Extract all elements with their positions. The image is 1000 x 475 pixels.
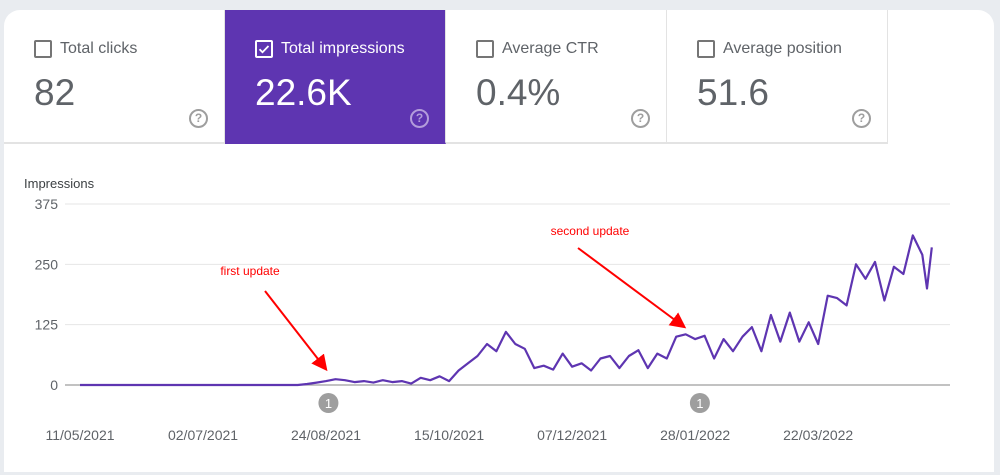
metric-tile-total-clicks[interactable]: Total clicks 82 ? [4, 10, 225, 144]
impressions-line [80, 234, 933, 387]
annotation-arrow [264, 290, 328, 372]
checkbox-checked-icon[interactable] [255, 40, 273, 58]
annotation-text: second update [551, 224, 630, 238]
x-tick-label: 11/05/2021 [45, 427, 114, 443]
y-tick-label: 375 [35, 196, 59, 212]
x-tick-label: 28/01/2022 [660, 427, 730, 443]
x-tick-label: 24/08/2021 [291, 427, 361, 443]
performance-card: Total clicks 82 ? Total impressions 22.6… [4, 10, 994, 472]
metric-tile-average-position[interactable]: Average position 51.6 ? [667, 10, 888, 144]
y-tick-label: 125 [35, 317, 59, 333]
metric-value: 0.4% [476, 72, 561, 113]
annotation-arrow [577, 247, 687, 329]
metric-value: 22.6K [255, 72, 352, 113]
svg-text:1: 1 [696, 396, 703, 411]
metric-label: Total clicks [60, 40, 138, 57]
metric-label: Total impressions [281, 40, 405, 57]
x-tick-label: 22/03/2022 [783, 427, 853, 443]
metric-tile-total-impressions[interactable]: Total impressions 22.6K ? [225, 10, 446, 144]
svg-text:1: 1 [325, 396, 332, 411]
x-tick-label: 02/07/2021 [168, 427, 238, 443]
y-tick-label: 250 [35, 256, 59, 272]
metric-value: 82 [34, 72, 76, 113]
help-icon[interactable]: ? [189, 109, 208, 128]
metric-value: 51.6 [697, 72, 770, 113]
metric-tile-average-ctr[interactable]: Average CTR 0.4% ? [446, 10, 667, 144]
annotation-marker[interactable]: 1 [318, 393, 339, 413]
annotation-marker[interactable]: 1 [689, 393, 710, 413]
checkbox-icon[interactable] [34, 40, 52, 58]
x-tick-label: 07/12/2021 [537, 427, 607, 443]
y-tick-label: 0 [50, 377, 58, 393]
metric-label: Average CTR [502, 40, 599, 57]
checkbox-icon[interactable] [697, 40, 715, 58]
y-axis-title: Impressions [24, 176, 95, 191]
help-icon[interactable]: ? [631, 109, 650, 128]
help-icon[interactable]: ? [852, 109, 871, 128]
help-icon[interactable]: ? [410, 109, 429, 128]
checkbox-icon[interactable] [476, 40, 494, 58]
x-tick-label: 15/10/2021 [414, 427, 484, 443]
metric-tiles: Total clicks 82 ? Total impressions 22.6… [4, 10, 889, 144]
annotation-text: first update [220, 264, 280, 278]
metric-label: Average position [723, 40, 842, 57]
